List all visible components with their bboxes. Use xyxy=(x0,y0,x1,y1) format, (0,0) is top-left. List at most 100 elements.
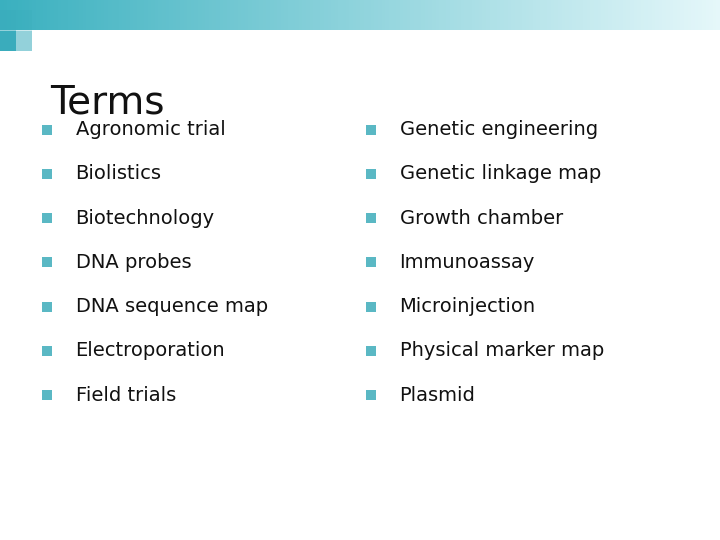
Bar xyxy=(202,0,206,30)
Bar xyxy=(551,0,555,30)
Point xyxy=(41,125,53,134)
Text: Genetic engineering: Genetic engineering xyxy=(400,120,598,139)
Bar xyxy=(688,0,692,30)
Bar xyxy=(713,0,717,30)
Bar xyxy=(169,0,174,30)
Bar xyxy=(324,0,328,30)
Bar xyxy=(191,0,195,30)
Bar xyxy=(533,0,537,30)
Bar xyxy=(54,0,58,30)
Bar xyxy=(353,0,357,30)
Bar xyxy=(410,0,415,30)
Bar xyxy=(299,0,303,30)
Point xyxy=(365,258,377,267)
Bar xyxy=(108,0,112,30)
Bar xyxy=(126,0,130,30)
Bar xyxy=(173,0,177,30)
Bar xyxy=(270,0,274,30)
Bar xyxy=(148,0,152,30)
Point xyxy=(41,347,53,355)
Bar xyxy=(619,0,624,30)
Bar xyxy=(637,0,642,30)
Bar xyxy=(94,0,98,30)
Bar xyxy=(245,0,249,30)
Bar xyxy=(490,0,494,30)
Bar xyxy=(83,0,87,30)
Bar xyxy=(608,0,613,30)
Bar xyxy=(652,0,656,30)
Bar xyxy=(655,0,660,30)
Bar xyxy=(554,0,559,30)
Bar xyxy=(493,0,498,30)
Point xyxy=(365,347,377,355)
Bar xyxy=(641,0,645,30)
Bar xyxy=(281,0,285,30)
Bar xyxy=(212,0,217,30)
Text: Physical marker map: Physical marker map xyxy=(400,341,604,361)
Bar xyxy=(306,0,310,30)
Bar xyxy=(367,0,372,30)
Bar xyxy=(666,0,670,30)
Bar xyxy=(320,0,325,30)
Bar xyxy=(482,0,487,30)
Point xyxy=(41,302,53,311)
Bar xyxy=(378,0,382,30)
Bar xyxy=(583,0,588,30)
Bar xyxy=(16,31,32,51)
Bar xyxy=(677,0,681,30)
Bar xyxy=(50,0,55,30)
Bar xyxy=(277,0,282,30)
Bar xyxy=(101,0,105,30)
Bar xyxy=(331,0,336,30)
Point xyxy=(41,258,53,267)
Bar xyxy=(274,0,278,30)
Bar xyxy=(227,0,231,30)
Bar xyxy=(428,0,433,30)
Bar xyxy=(382,0,386,30)
Bar xyxy=(706,0,710,30)
Bar xyxy=(0,0,4,30)
Bar xyxy=(425,0,429,30)
Bar xyxy=(508,0,512,30)
Bar xyxy=(702,0,706,30)
Bar xyxy=(43,0,48,30)
Bar xyxy=(457,0,462,30)
Text: Biotechnology: Biotechnology xyxy=(76,208,215,228)
Bar xyxy=(310,0,314,30)
Bar xyxy=(209,0,213,30)
Bar xyxy=(259,0,264,30)
Bar xyxy=(407,0,411,30)
Bar xyxy=(328,0,332,30)
Bar xyxy=(623,0,627,30)
Bar xyxy=(536,0,541,30)
Bar xyxy=(558,0,562,30)
Bar xyxy=(572,0,577,30)
Bar xyxy=(0,10,16,31)
Bar xyxy=(238,0,242,30)
Bar xyxy=(522,0,526,30)
Bar xyxy=(151,0,156,30)
Text: Agronomic trial: Agronomic trial xyxy=(76,120,225,139)
Bar xyxy=(468,0,472,30)
Bar xyxy=(698,0,703,30)
Text: Genetic linkage map: Genetic linkage map xyxy=(400,164,601,184)
Bar xyxy=(140,0,145,30)
Point xyxy=(365,302,377,311)
Bar xyxy=(518,0,523,30)
Bar xyxy=(7,0,12,30)
Text: Plasmid: Plasmid xyxy=(400,386,475,405)
Point xyxy=(41,214,53,222)
Bar xyxy=(14,0,19,30)
Bar xyxy=(400,0,404,30)
Bar xyxy=(626,0,631,30)
Bar xyxy=(569,0,573,30)
Bar xyxy=(176,0,181,30)
Bar xyxy=(709,0,714,30)
Bar xyxy=(194,0,199,30)
Bar xyxy=(432,0,436,30)
Bar xyxy=(241,0,246,30)
Bar xyxy=(162,0,166,30)
Bar xyxy=(40,0,44,30)
Bar xyxy=(47,0,51,30)
Text: DNA probes: DNA probes xyxy=(76,253,192,272)
